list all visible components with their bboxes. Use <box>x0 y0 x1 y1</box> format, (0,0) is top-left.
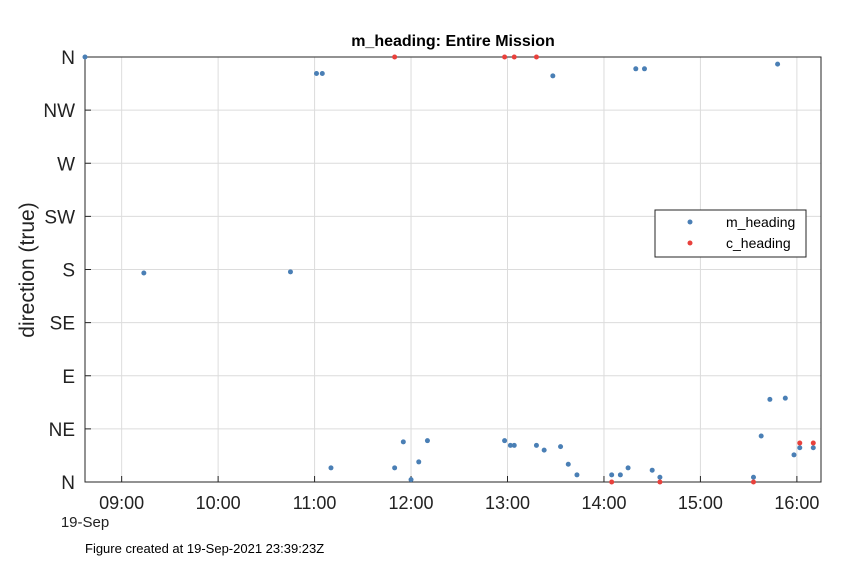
data-point-m-heading <box>319 71 325 77</box>
data-point-m-heading <box>392 465 398 471</box>
data-point-m-heading <box>767 396 773 402</box>
y-tick-label: N <box>61 473 75 494</box>
data-points <box>82 54 816 485</box>
data-point-m-heading <box>565 461 571 467</box>
grid <box>85 56 821 483</box>
data-point-m-heading <box>328 465 334 471</box>
legend-label-m-heading: m_heading <box>726 214 795 230</box>
data-point-m-heading <box>758 433 764 439</box>
data-point-m-heading <box>775 61 781 67</box>
data-point-m-heading <box>750 474 756 480</box>
data-point-m-heading <box>797 445 803 451</box>
data-point-m-heading <box>558 444 564 450</box>
data-point-c-heading <box>810 440 816 446</box>
data-point-m-heading <box>533 442 539 448</box>
y-tick-label: W <box>57 154 75 175</box>
data-point-c-heading <box>392 54 398 60</box>
data-point-m-heading <box>625 465 631 471</box>
x-tick-label: 10:00 <box>196 493 241 513</box>
data-point-m-heading <box>424 438 430 444</box>
y-tick-label: SE <box>50 314 75 335</box>
y-axis-label: direction (true) <box>16 202 39 337</box>
y-tick-label: SW <box>44 207 75 228</box>
x-tick-label: 15:00 <box>678 493 723 513</box>
data-point-m-heading <box>641 66 647 72</box>
figure-footnote: Figure created at 19-Sep-2021 23:39:23Z <box>85 541 325 556</box>
data-point-c-heading <box>750 479 756 485</box>
data-point-m-heading <box>541 447 547 453</box>
legend-marker-m-heading <box>687 219 693 225</box>
data-point-m-heading <box>507 442 513 448</box>
data-point-m-heading <box>416 459 422 465</box>
data-point-m-heading <box>408 477 414 483</box>
data-point-m-heading <box>287 269 293 275</box>
data-point-m-heading <box>649 467 655 473</box>
x-tick-label: 16:00 <box>774 493 819 513</box>
data-point-m-heading <box>574 472 580 478</box>
legend-label-c-heading: c_heading <box>726 235 791 251</box>
y-tick-label: NE <box>49 420 75 441</box>
data-point-m-heading <box>617 472 623 478</box>
data-point-m-heading <box>141 270 147 276</box>
y-tick-label: N <box>61 48 75 69</box>
x-tick-label: 09:00 <box>99 493 144 513</box>
data-point-c-heading <box>511 54 517 60</box>
data-point-c-heading <box>797 440 803 446</box>
legend-box <box>654 209 807 258</box>
y-axis: N NE E SE S SW W NW N <box>43 48 91 494</box>
data-point-c-heading <box>533 54 539 60</box>
x-axis: 09:00 10:00 11:00 12:00 13:00 14:00 15:00 16:00 <box>99 476 819 513</box>
x-tick-label: 14:00 <box>581 493 626 513</box>
y-tick-label: E <box>62 367 75 388</box>
y-tick-label: S <box>62 261 75 282</box>
y-tick-label: NW <box>43 101 75 122</box>
x-date-label: 19-Sep <box>61 514 109 531</box>
data-point-m-heading <box>791 452 797 458</box>
data-point-m-heading <box>82 54 88 60</box>
data-point-m-heading <box>657 474 663 480</box>
data-point-m-heading <box>782 395 788 401</box>
chart-title: m_heading: Entire Mission <box>351 33 555 50</box>
data-point-c-heading <box>609 479 615 485</box>
data-point-m-heading <box>633 66 639 72</box>
data-point-m-heading <box>810 445 816 451</box>
data-point-m-heading <box>400 439 406 445</box>
data-point-m-heading <box>609 472 615 478</box>
x-tick-label: 12:00 <box>389 493 434 513</box>
x-tick-label: 13:00 <box>485 493 530 513</box>
x-tick-label: 11:00 <box>293 493 337 513</box>
data-point-m-heading <box>550 73 556 79</box>
data-point-m-heading <box>314 71 320 77</box>
data-point-c-heading <box>657 479 663 485</box>
legend-marker-c-heading <box>687 240 693 246</box>
data-point-c-heading <box>502 54 508 60</box>
legend: m_heading c_heading <box>654 209 807 258</box>
data-point-m-heading <box>502 438 508 444</box>
data-point-m-heading <box>511 442 517 448</box>
